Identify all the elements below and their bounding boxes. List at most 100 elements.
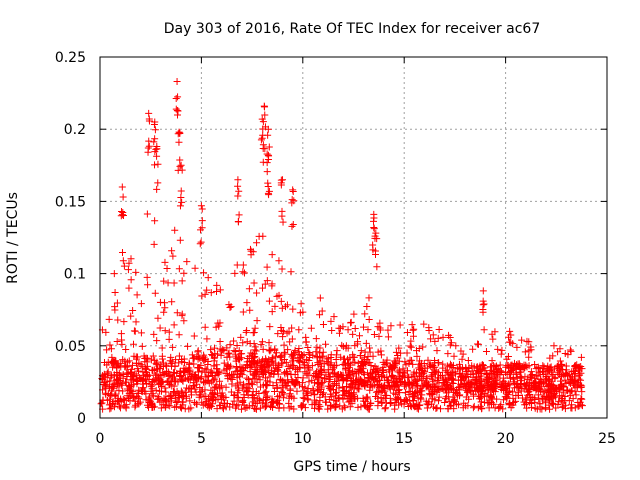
data-point	[425, 326, 433, 334]
data-point	[499, 383, 507, 391]
data-point	[455, 401, 463, 409]
data-point	[246, 368, 254, 376]
data-point	[270, 388, 278, 396]
data-point	[387, 322, 395, 330]
data-point	[168, 298, 176, 306]
data-point	[257, 383, 265, 391]
data-point	[463, 380, 471, 388]
data-point	[213, 381, 221, 389]
data-point	[326, 373, 334, 381]
data-point	[431, 356, 439, 364]
data-point	[506, 327, 514, 335]
data-point	[323, 355, 331, 363]
data-point	[473, 363, 481, 371]
data-point	[257, 136, 265, 144]
data-point	[114, 397, 122, 405]
x-tick-label: 15	[395, 431, 413, 447]
data-point	[165, 371, 173, 379]
data-point	[220, 359, 228, 367]
data-point	[275, 400, 283, 408]
data-point	[315, 386, 323, 394]
data-point	[130, 327, 138, 335]
data-point	[268, 308, 276, 316]
data-point	[257, 341, 265, 349]
data-point	[161, 384, 169, 392]
data-point	[489, 400, 497, 408]
data-point	[121, 378, 129, 386]
data-point	[163, 264, 171, 272]
data-point	[481, 364, 489, 372]
data-point	[200, 353, 208, 361]
data-point	[425, 361, 433, 369]
data-point	[577, 395, 585, 403]
data-point	[240, 269, 248, 277]
data-point	[399, 365, 407, 373]
data-point	[380, 381, 388, 389]
data-point	[571, 367, 579, 375]
data-point	[309, 385, 317, 393]
data-point	[151, 161, 159, 169]
data-point	[256, 404, 264, 412]
data-point	[245, 285, 253, 293]
data-point	[330, 313, 338, 321]
data-point	[386, 368, 394, 376]
data-point	[430, 387, 438, 395]
data-point	[396, 389, 404, 397]
data-point	[217, 351, 225, 359]
data-point	[150, 403, 158, 411]
data-point	[563, 369, 571, 377]
data-point	[162, 396, 170, 404]
data-point	[259, 144, 267, 152]
data-point	[164, 377, 172, 385]
data-point	[238, 384, 246, 392]
data-point	[150, 240, 158, 248]
data-point	[267, 358, 275, 366]
data-point	[215, 322, 223, 330]
data-point	[312, 335, 320, 343]
data-point	[306, 350, 314, 358]
data-point	[158, 378, 166, 386]
data-point	[371, 247, 379, 255]
data-point	[124, 395, 132, 403]
data-point	[176, 156, 184, 164]
data-point	[425, 385, 433, 393]
data-point	[460, 374, 468, 382]
data-point	[263, 277, 271, 285]
y-tick-label: 0.15	[55, 194, 86, 210]
data-point	[149, 352, 157, 360]
data-point	[527, 343, 535, 351]
data-point	[186, 376, 194, 384]
data-point	[143, 210, 151, 218]
x-tick-label: 20	[497, 431, 515, 447]
data-point	[327, 351, 335, 359]
data-point	[131, 403, 139, 411]
data-point	[243, 362, 251, 370]
data-point	[250, 340, 258, 348]
data-point	[336, 324, 344, 332]
data-point	[141, 358, 149, 366]
data-point	[547, 368, 555, 376]
data-point	[353, 376, 361, 384]
data-point	[154, 393, 162, 401]
data-point	[213, 288, 220, 296]
data-point	[531, 361, 539, 369]
data-point	[334, 371, 342, 379]
data-point	[563, 386, 571, 394]
data-point	[226, 364, 234, 372]
data-point	[358, 380, 366, 388]
data-point	[279, 176, 287, 184]
data-point	[446, 374, 454, 382]
data-point	[219, 405, 227, 413]
data-point	[261, 403, 269, 411]
data-point	[421, 368, 429, 376]
data-point	[525, 347, 533, 355]
data-point	[233, 393, 241, 401]
data-point	[435, 379, 443, 387]
data-point	[391, 364, 399, 372]
data-point	[120, 262, 128, 270]
data-point	[153, 365, 161, 373]
data-point	[264, 179, 272, 187]
data-point	[370, 210, 378, 218]
data-point	[117, 381, 125, 389]
data-point	[142, 396, 150, 404]
